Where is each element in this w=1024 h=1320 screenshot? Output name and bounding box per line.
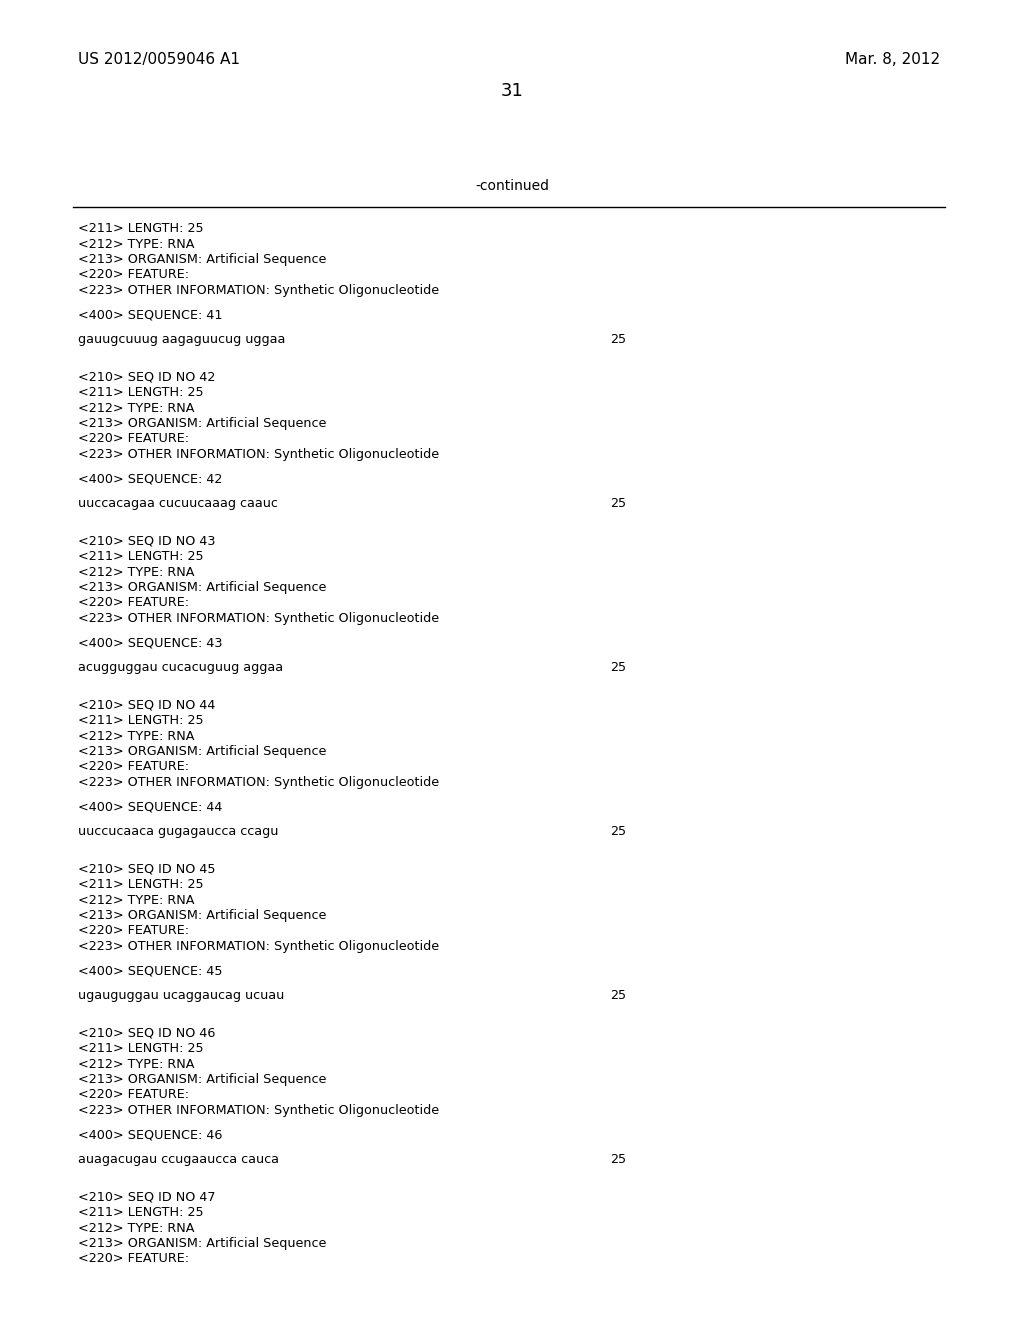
Text: <213> ORGANISM: Artificial Sequence: <213> ORGANISM: Artificial Sequence bbox=[78, 1237, 327, 1250]
Text: 25: 25 bbox=[610, 333, 626, 346]
Text: <212> TYPE: RNA: <212> TYPE: RNA bbox=[78, 1057, 195, 1071]
Text: US 2012/0059046 A1: US 2012/0059046 A1 bbox=[78, 51, 240, 67]
Text: <223> OTHER INFORMATION: Synthetic Oligonucleotide: <223> OTHER INFORMATION: Synthetic Oligo… bbox=[78, 612, 439, 624]
Text: <400> SEQUENCE: 42: <400> SEQUENCE: 42 bbox=[78, 473, 222, 486]
Text: ugauguggau ucaggaucag ucuau: ugauguggau ucaggaucag ucuau bbox=[78, 989, 285, 1002]
Text: <213> ORGANISM: Artificial Sequence: <213> ORGANISM: Artificial Sequence bbox=[78, 744, 327, 758]
Text: 25: 25 bbox=[610, 498, 626, 510]
Text: 25: 25 bbox=[610, 825, 626, 838]
Text: <400> SEQUENCE: 41: <400> SEQUENCE: 41 bbox=[78, 309, 222, 322]
Text: <213> ORGANISM: Artificial Sequence: <213> ORGANISM: Artificial Sequence bbox=[78, 909, 327, 921]
Text: <400> SEQUENCE: 43: <400> SEQUENCE: 43 bbox=[78, 636, 222, 649]
Text: -continued: -continued bbox=[475, 180, 549, 193]
Text: <211> LENGTH: 25: <211> LENGTH: 25 bbox=[78, 878, 204, 891]
Text: <210> SEQ ID NO 45: <210> SEQ ID NO 45 bbox=[78, 862, 215, 875]
Text: <213> ORGANISM: Artificial Sequence: <213> ORGANISM: Artificial Sequence bbox=[78, 1073, 327, 1086]
Text: <400> SEQUENCE: 44: <400> SEQUENCE: 44 bbox=[78, 800, 222, 813]
Text: auagacugau ccugaaucca cauca: auagacugau ccugaaucca cauca bbox=[78, 1152, 279, 1166]
Text: <211> LENGTH: 25: <211> LENGTH: 25 bbox=[78, 714, 204, 727]
Text: <212> TYPE: RNA: <212> TYPE: RNA bbox=[78, 730, 195, 742]
Text: <220> FEATURE:: <220> FEATURE: bbox=[78, 1253, 189, 1266]
Text: <212> TYPE: RNA: <212> TYPE: RNA bbox=[78, 565, 195, 578]
Text: <220> FEATURE:: <220> FEATURE: bbox=[78, 1089, 189, 1101]
Text: <213> ORGANISM: Artificial Sequence: <213> ORGANISM: Artificial Sequence bbox=[78, 581, 327, 594]
Text: <213> ORGANISM: Artificial Sequence: <213> ORGANISM: Artificial Sequence bbox=[78, 417, 327, 430]
Text: 25: 25 bbox=[610, 661, 626, 675]
Text: acugguggau cucacuguug aggaa: acugguggau cucacuguug aggaa bbox=[78, 661, 283, 675]
Text: 31: 31 bbox=[501, 82, 523, 100]
Text: <211> LENGTH: 25: <211> LENGTH: 25 bbox=[78, 1041, 204, 1055]
Text: <223> OTHER INFORMATION: Synthetic Oligonucleotide: <223> OTHER INFORMATION: Synthetic Oligo… bbox=[78, 284, 439, 297]
Text: <210> SEQ ID NO 43: <210> SEQ ID NO 43 bbox=[78, 535, 215, 548]
Text: <213> ORGANISM: Artificial Sequence: <213> ORGANISM: Artificial Sequence bbox=[78, 253, 327, 267]
Text: uuccacagaa cucuucaaag caauc: uuccacagaa cucuucaaag caauc bbox=[78, 498, 278, 510]
Text: <220> FEATURE:: <220> FEATURE: bbox=[78, 924, 189, 937]
Text: <220> FEATURE:: <220> FEATURE: bbox=[78, 597, 189, 610]
Text: gauugcuuug aagaguucug uggaa: gauugcuuug aagaguucug uggaa bbox=[78, 333, 286, 346]
Text: <212> TYPE: RNA: <212> TYPE: RNA bbox=[78, 1221, 195, 1234]
Text: <220> FEATURE:: <220> FEATURE: bbox=[78, 760, 189, 774]
Text: <223> OTHER INFORMATION: Synthetic Oligonucleotide: <223> OTHER INFORMATION: Synthetic Oligo… bbox=[78, 940, 439, 953]
Text: <400> SEQUENCE: 45: <400> SEQUENCE: 45 bbox=[78, 965, 222, 978]
Text: <212> TYPE: RNA: <212> TYPE: RNA bbox=[78, 238, 195, 251]
Text: <220> FEATURE:: <220> FEATURE: bbox=[78, 268, 189, 281]
Text: <223> OTHER INFORMATION: Synthetic Oligonucleotide: <223> OTHER INFORMATION: Synthetic Oligo… bbox=[78, 776, 439, 789]
Text: <211> LENGTH: 25: <211> LENGTH: 25 bbox=[78, 550, 204, 564]
Text: <400> SEQUENCE: 46: <400> SEQUENCE: 46 bbox=[78, 1129, 222, 1142]
Text: <210> SEQ ID NO 42: <210> SEQ ID NO 42 bbox=[78, 371, 215, 384]
Text: <212> TYPE: RNA: <212> TYPE: RNA bbox=[78, 401, 195, 414]
Text: <211> LENGTH: 25: <211> LENGTH: 25 bbox=[78, 222, 204, 235]
Text: <210> SEQ ID NO 44: <210> SEQ ID NO 44 bbox=[78, 698, 215, 711]
Text: 25: 25 bbox=[610, 1152, 626, 1166]
Text: <220> FEATURE:: <220> FEATURE: bbox=[78, 433, 189, 446]
Text: <212> TYPE: RNA: <212> TYPE: RNA bbox=[78, 894, 195, 907]
Text: Mar. 8, 2012: Mar. 8, 2012 bbox=[845, 51, 940, 67]
Text: <211> LENGTH: 25: <211> LENGTH: 25 bbox=[78, 1206, 204, 1218]
Text: <210> SEQ ID NO 47: <210> SEQ ID NO 47 bbox=[78, 1191, 215, 1204]
Text: <223> OTHER INFORMATION: Synthetic Oligonucleotide: <223> OTHER INFORMATION: Synthetic Oligo… bbox=[78, 1104, 439, 1117]
Text: <223> OTHER INFORMATION: Synthetic Oligonucleotide: <223> OTHER INFORMATION: Synthetic Oligo… bbox=[78, 447, 439, 461]
Text: 25: 25 bbox=[610, 989, 626, 1002]
Text: <211> LENGTH: 25: <211> LENGTH: 25 bbox=[78, 385, 204, 399]
Text: <210> SEQ ID NO 46: <210> SEQ ID NO 46 bbox=[78, 1027, 215, 1040]
Text: uuccucaaca gugagaucca ccagu: uuccucaaca gugagaucca ccagu bbox=[78, 825, 279, 838]
